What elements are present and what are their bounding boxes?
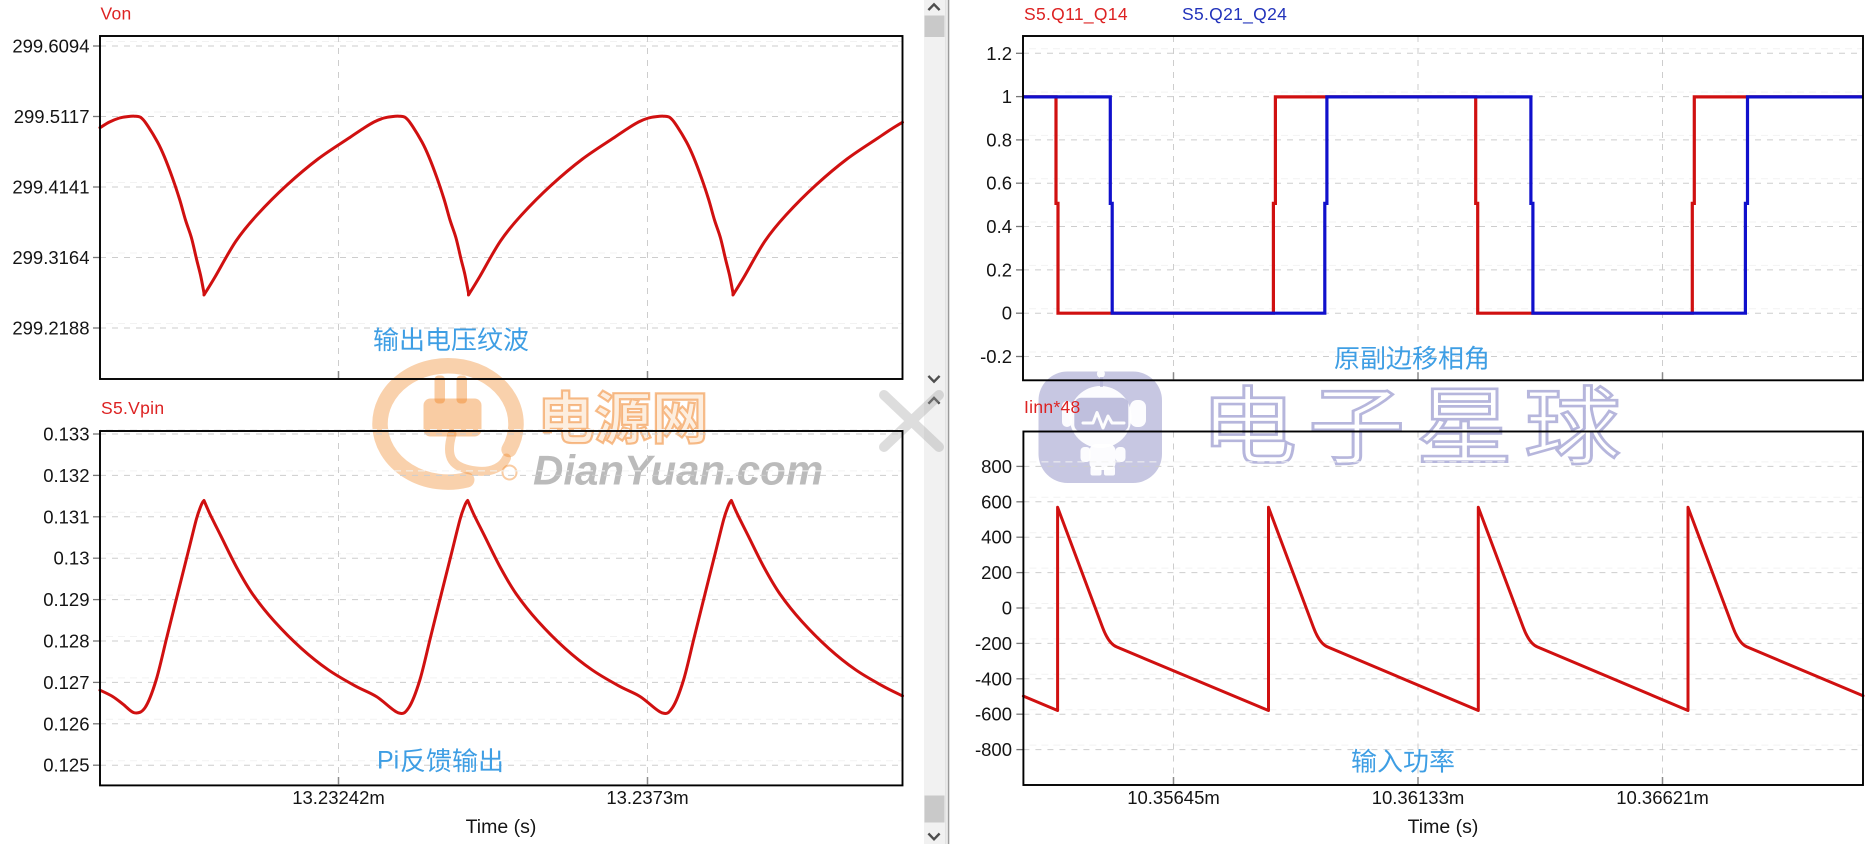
svg-text:299.5117: 299.5117 bbox=[14, 106, 90, 127]
svg-text:400: 400 bbox=[981, 527, 1012, 548]
svg-text:800: 800 bbox=[981, 456, 1012, 477]
svg-text:0.126: 0.126 bbox=[43, 713, 89, 734]
svg-text:1.2: 1.2 bbox=[986, 43, 1012, 64]
svg-text:Iinn*48: Iinn*48 bbox=[1024, 397, 1081, 417]
svg-text:0.2: 0.2 bbox=[986, 259, 1012, 280]
svg-text:Time (s): Time (s) bbox=[1408, 816, 1479, 838]
svg-text:0.128: 0.128 bbox=[43, 631, 89, 652]
svg-text:0.127: 0.127 bbox=[43, 672, 89, 693]
svg-text:1: 1 bbox=[1002, 86, 1012, 107]
svg-text:Time (s): Time (s) bbox=[466, 816, 537, 838]
svg-text:299.4141: 299.4141 bbox=[12, 177, 89, 198]
svg-text:0: 0 bbox=[1002, 303, 1012, 324]
svg-text:S5.Q21_Q24: S5.Q21_Q24 bbox=[1182, 4, 1287, 25]
svg-text:0.129: 0.129 bbox=[43, 589, 89, 610]
svg-text:-800: -800 bbox=[975, 739, 1012, 760]
svg-text:Von: Von bbox=[101, 4, 132, 24]
svg-text:S5.Q11_Q14: S5.Q11_Q14 bbox=[1024, 4, 1128, 25]
svg-text:-600: -600 bbox=[975, 704, 1012, 725]
svg-text:13.23242m: 13.23242m bbox=[292, 787, 385, 808]
svg-text:299.3164: 299.3164 bbox=[12, 247, 89, 268]
svg-text:10.36621m: 10.36621m bbox=[1616, 787, 1709, 808]
svg-text:-200: -200 bbox=[975, 633, 1012, 654]
svg-text:10.36133m: 10.36133m bbox=[1372, 787, 1465, 808]
svg-text:DianYuan.com: DianYuan.com bbox=[533, 447, 823, 494]
svg-text:Pi: Pi bbox=[377, 747, 399, 775]
svg-text:0: 0 bbox=[1002, 598, 1012, 619]
svg-text:0.125: 0.125 bbox=[43, 755, 89, 776]
svg-text:-0.2: -0.2 bbox=[980, 346, 1012, 367]
svg-text:-400: -400 bbox=[975, 668, 1012, 689]
svg-text:600: 600 bbox=[981, 491, 1012, 512]
svg-text:0.131: 0.131 bbox=[43, 506, 89, 527]
svg-text:0.8: 0.8 bbox=[986, 129, 1012, 150]
svg-text:299.6094: 299.6094 bbox=[12, 36, 89, 57]
svg-text:0.6: 0.6 bbox=[986, 173, 1012, 194]
svg-text:10.35645m: 10.35645m bbox=[1127, 787, 1220, 808]
svg-text:299.2188: 299.2188 bbox=[12, 318, 89, 339]
svg-text:0.133: 0.133 bbox=[43, 424, 89, 445]
svg-text:13.2373m: 13.2373m bbox=[606, 787, 688, 808]
svg-text:200: 200 bbox=[981, 562, 1012, 583]
svg-text:S5.Vpin: S5.Vpin bbox=[101, 398, 164, 418]
svg-text:0.132: 0.132 bbox=[43, 465, 89, 486]
svg-text:0.13: 0.13 bbox=[53, 548, 89, 569]
svg-text:0.4: 0.4 bbox=[986, 216, 1012, 237]
